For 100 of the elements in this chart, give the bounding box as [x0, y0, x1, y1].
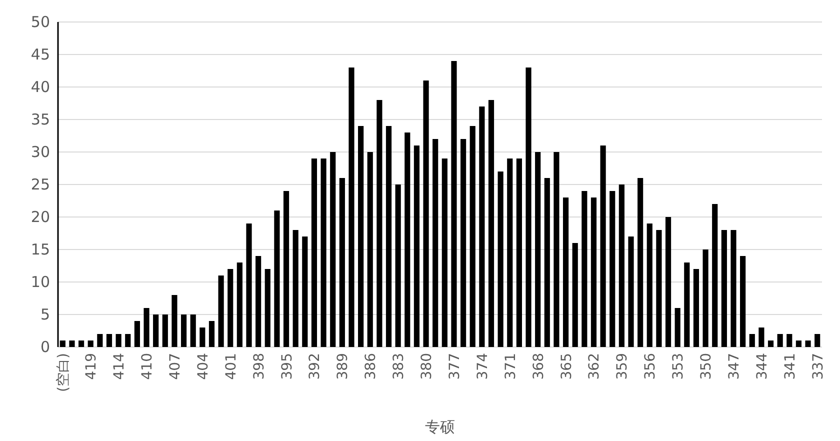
bar: [805, 340, 811, 347]
bar: [302, 236, 308, 347]
x-tick-label: 395: [279, 353, 296, 380]
x-axis-title: 专硕: [425, 418, 455, 436]
y-tick-label: 10: [30, 273, 50, 291]
bar: [572, 243, 578, 347]
bar: [674, 308, 680, 347]
x-tick-label: 419: [84, 353, 100, 380]
bar: [610, 191, 616, 347]
y-tick-label: 0: [40, 338, 50, 356]
bar: [554, 152, 560, 347]
bar: [656, 230, 662, 347]
bar: [432, 139, 438, 347]
bar: [190, 314, 196, 347]
bar: [236, 262, 242, 347]
x-tick-label: 365: [558, 353, 575, 380]
bar: [348, 68, 354, 347]
bar: [730, 230, 736, 347]
x-tick-label: 414: [112, 352, 128, 380]
bar: [106, 334, 112, 347]
bar: [768, 340, 774, 347]
bar: [544, 178, 550, 347]
bar: [228, 269, 234, 347]
bar: [646, 224, 652, 347]
bar: [507, 158, 513, 347]
y-tick-label: 40: [30, 78, 50, 96]
x-tick-label: 374: [474, 352, 491, 380]
bar: [702, 250, 708, 347]
bar: [758, 328, 764, 347]
bar: [404, 132, 410, 347]
x-tick-label: 337: [810, 353, 826, 380]
y-tick-label: 30: [30, 143, 50, 161]
bar: [144, 308, 150, 347]
bar: [78, 340, 84, 347]
bar: [330, 152, 336, 347]
bar: [618, 184, 624, 347]
bar: [442, 158, 448, 347]
bar: [125, 334, 131, 347]
x-tick-label: 410: [140, 353, 156, 380]
x-tick-label: 347: [726, 353, 742, 380]
bar: [582, 191, 588, 347]
x-tick-label: 353: [670, 353, 687, 380]
bar: [153, 314, 159, 347]
x-tick-label: 362: [586, 353, 603, 380]
x-tick-label: 392: [307, 353, 324, 380]
x-tick-label: 377: [446, 353, 463, 380]
bar: [320, 158, 326, 347]
x-tick-label: 401: [223, 353, 240, 380]
bar: [311, 158, 318, 347]
bar: [460, 139, 466, 347]
bar: [590, 198, 597, 347]
bar: [693, 269, 700, 347]
bar: [162, 314, 168, 347]
bar: [376, 100, 382, 347]
x-tick-label: 344: [754, 352, 770, 380]
x-tick-label: 359: [614, 353, 631, 380]
bar: [218, 276, 224, 347]
bar: [180, 314, 187, 347]
bar: [786, 334, 792, 347]
bar: [358, 126, 364, 347]
bar: [638, 178, 644, 347]
x-tick-label: 404: [195, 352, 212, 380]
bar: [264, 269, 270, 347]
bar: [172, 295, 178, 347]
bar: [367, 152, 373, 347]
bar: [740, 256, 746, 347]
bar: [69, 340, 75, 347]
bar: [749, 334, 755, 347]
y-tick-label: 20: [30, 208, 50, 226]
bar: [488, 100, 494, 347]
x-tick-label: 356: [642, 352, 659, 380]
bar: [283, 191, 290, 347]
bar: [665, 217, 672, 347]
x-tick-label: 389: [335, 353, 352, 380]
x-tick-label: 350: [698, 353, 715, 380]
bar: [134, 321, 140, 347]
y-tick-label: 35: [30, 110, 50, 128]
bar: [423, 80, 429, 347]
x-tick-label: 368: [530, 353, 547, 380]
bar: [386, 126, 392, 347]
bar: [246, 224, 252, 347]
bar: [97, 334, 103, 347]
bar: [479, 106, 485, 347]
bar: [395, 184, 401, 347]
bar: [256, 256, 262, 347]
bar: [414, 146, 420, 347]
bar: [451, 61, 457, 347]
x-tick-label: 398: [251, 353, 268, 380]
y-tick-label: 25: [30, 176, 50, 194]
bar: [712, 204, 718, 347]
bar: [208, 321, 215, 347]
x-tick-label: 407: [167, 353, 184, 380]
bar: [498, 172, 504, 347]
y-tick-label: 50: [30, 13, 50, 31]
x-tick-label: 371: [502, 353, 519, 380]
x-tick-label: 341: [782, 353, 798, 380]
bar: [600, 146, 606, 347]
bar: [470, 126, 476, 347]
bar: [274, 210, 280, 347]
bar: [562, 198, 569, 347]
